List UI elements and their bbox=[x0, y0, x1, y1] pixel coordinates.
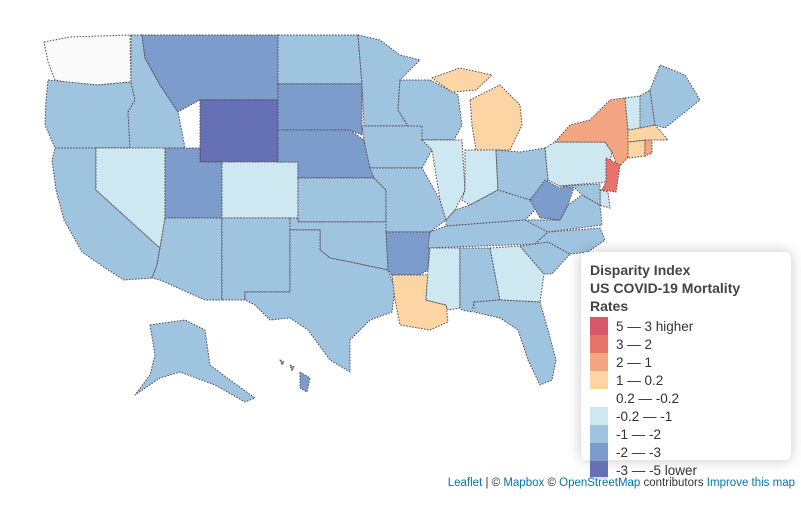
state-vermont[interactable] bbox=[624, 95, 641, 131]
legend-item: 1 — 0.2 bbox=[590, 371, 782, 389]
state-new-mexico[interactable] bbox=[221, 217, 291, 301]
state-alabama[interactable] bbox=[459, 247, 501, 313]
state-kansas[interactable] bbox=[297, 177, 387, 223]
legend-item: 3 — 2 bbox=[590, 335, 782, 353]
state-iowa[interactable] bbox=[361, 125, 433, 169]
state-california[interactable] bbox=[51, 147, 161, 281]
legend-item: 0.2 — -0.2 bbox=[590, 389, 782, 407]
map-attribution: Leaflet | © Mapbox © OpenStreetMap contr… bbox=[447, 477, 795, 489]
legend-item: 2 — 1 bbox=[590, 353, 782, 371]
legend-swatch bbox=[590, 317, 608, 335]
state-louisiana[interactable] bbox=[391, 274, 449, 331]
legend: Disparity Index US COVID-19 Mortality Ra… bbox=[581, 252, 791, 479]
mapbox-link[interactable]: Mapbox bbox=[503, 477, 545, 489]
legend-title: Disparity Index bbox=[590, 262, 691, 278]
state-michigan[interactable] bbox=[431, 67, 523, 151]
openstreetmap-link[interactable]: OpenStreetMap bbox=[559, 477, 641, 489]
state-tennessee[interactable] bbox=[427, 219, 561, 249]
legend-item-label: 2 — 1 bbox=[616, 354, 653, 370]
state-new-york[interactable] bbox=[554, 97, 631, 169]
legend-items: 5 — 3 higher 3 — 2 2 — 1 1 — 0.2 0.2 — -0.2 -… bbox=[590, 317, 782, 479]
legend-item: -0.2 — -1 bbox=[590, 407, 782, 425]
state-colorado[interactable] bbox=[221, 161, 299, 219]
legend-item: -3 — -5 lower bbox=[590, 461, 782, 479]
state-rhode-island[interactable] bbox=[644, 139, 653, 157]
legend-item-label: -2 — -3 bbox=[616, 444, 662, 460]
legend-swatch bbox=[590, 425, 608, 443]
legend-swatch bbox=[590, 371, 608, 389]
state-west-virginia[interactable] bbox=[529, 179, 576, 221]
state-florida[interactable] bbox=[473, 299, 557, 386]
state-idaho[interactable] bbox=[127, 34, 186, 149]
state-south-carolina[interactable] bbox=[519, 241, 571, 275]
legend-item: -1 — -2 bbox=[590, 425, 782, 443]
state-new-jersey[interactable] bbox=[601, 157, 621, 193]
legend-item: -2 — -3 bbox=[590, 443, 782, 461]
legend-swatch bbox=[590, 353, 608, 371]
state-new-hampshire[interactable] bbox=[639, 89, 656, 129]
improve-map-link[interactable]: Improve this map bbox=[706, 477, 795, 489]
legend-item-label: 0.2 — -0.2 bbox=[616, 390, 680, 406]
legend-subtitle: US COVID-19 Mortality Rates bbox=[590, 280, 741, 314]
states-layer bbox=[43, 34, 701, 403]
legend-swatch bbox=[590, 443, 608, 461]
legend-swatch bbox=[590, 335, 608, 353]
legend-item: 5 — 3 higher bbox=[590, 317, 782, 335]
state-pennsylvania[interactable] bbox=[544, 141, 613, 187]
state-illinois[interactable] bbox=[421, 139, 466, 221]
leaflet-link[interactable]: Leaflet bbox=[447, 477, 483, 489]
state-wyoming[interactable] bbox=[199, 99, 279, 163]
legend-item-label: 1 — 0.2 bbox=[616, 372, 664, 388]
state-nevada[interactable] bbox=[95, 147, 166, 249]
legend-item-label: -1 — -2 bbox=[616, 426, 662, 442]
state-north-dakota[interactable] bbox=[277, 34, 363, 85]
legend-item-label: -0.2 — -1 bbox=[616, 408, 673, 424]
attribution-contributors: contributors bbox=[640, 477, 707, 489]
state-north-carolina[interactable] bbox=[534, 227, 606, 255]
state-maryland[interactable] bbox=[559, 183, 601, 206]
attribution-separator: © bbox=[544, 477, 560, 489]
legend-swatch bbox=[590, 407, 608, 425]
state-georgia[interactable] bbox=[489, 245, 545, 303]
state-washington[interactable] bbox=[43, 34, 132, 86]
state-arizona[interactable] bbox=[151, 217, 223, 301]
legend-swatch bbox=[590, 461, 608, 479]
attribution-separator: | © bbox=[482, 477, 504, 489]
state-oregon[interactable] bbox=[44, 79, 136, 149]
state-south-dakota[interactable] bbox=[277, 83, 363, 136]
state-texas[interactable] bbox=[244, 229, 396, 373]
state-mississippi[interactable] bbox=[425, 247, 461, 311]
state-hawaii[interactable] bbox=[279, 359, 311, 393]
state-wisconsin[interactable] bbox=[397, 79, 463, 141]
legend-item-label: 5 — 3 higher bbox=[616, 318, 694, 334]
state-alaska[interactable] bbox=[134, 319, 256, 403]
legend-item-label: -3 — -5 lower bbox=[616, 462, 698, 478]
state-maine[interactable] bbox=[649, 64, 701, 129]
legend-item-label: 3 — 2 bbox=[616, 336, 653, 352]
state-delaware[interactable] bbox=[599, 189, 611, 209]
legend-swatch bbox=[590, 389, 608, 407]
state-arkansas[interactable] bbox=[385, 231, 431, 276]
state-connecticut[interactable] bbox=[627, 139, 646, 159]
